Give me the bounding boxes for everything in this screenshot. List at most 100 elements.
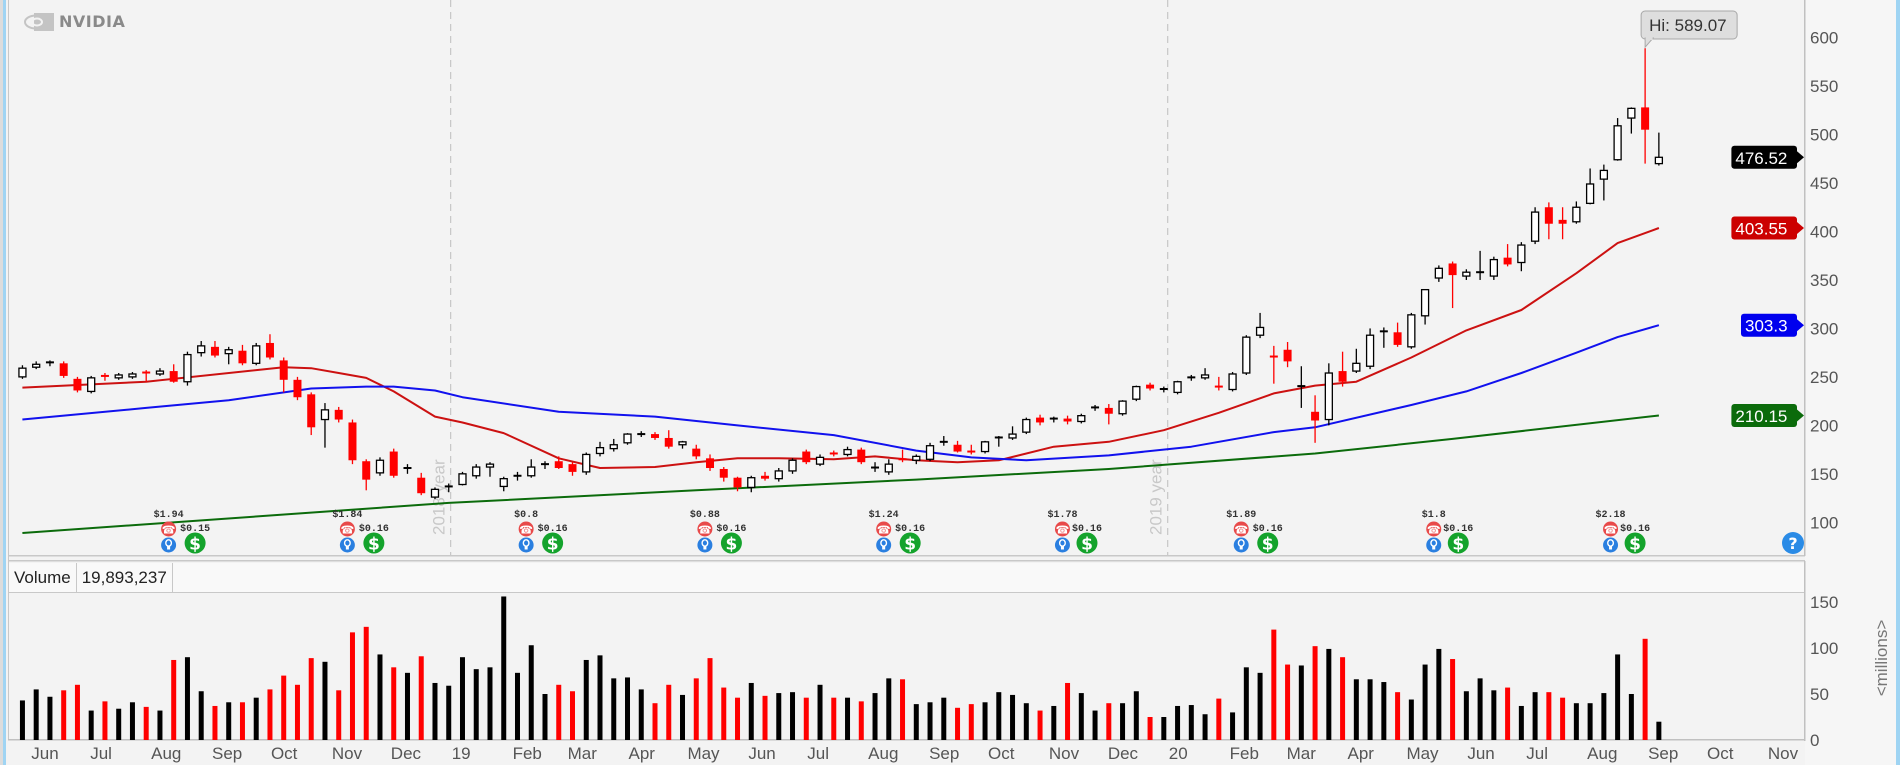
- candle: [980, 440, 990, 454]
- candle: [307, 392, 316, 436]
- candle: [1283, 341, 1292, 368]
- candle-body: [1489, 258, 1498, 277]
- candle: [939, 436, 948, 446]
- volume-bar: [1065, 682, 1071, 740]
- dollar-glyph: $: [1452, 535, 1464, 555]
- earnings-marker[interactable]: $2.18 ☎: [1596, 509, 1626, 553]
- candle-body: [1365, 334, 1375, 367]
- volume-bar: [143, 706, 149, 740]
- dividend-marker[interactable]: $0.16$: [359, 523, 389, 555]
- earnings-marker[interactable]: $0.8 ☎: [514, 509, 538, 553]
- month-label: Sep: [929, 744, 959, 763]
- volume-bar: [721, 687, 727, 740]
- candle-body: [540, 463, 549, 466]
- volume-tick-label: 100: [1810, 639, 1838, 658]
- candle-body: [1269, 355, 1278, 358]
- nvidia-logo: NVIDIA: [24, 12, 125, 31]
- phone-icon: [339, 521, 355, 537]
- candle-body: [1283, 349, 1292, 362]
- month-label: Jun: [1467, 744, 1494, 763]
- candle: [1627, 107, 1636, 134]
- candle-body: [417, 477, 426, 494]
- earnings-label: $1.94: [154, 509, 184, 521]
- candle: [1613, 118, 1622, 161]
- dividend-marker[interactable]: $0.16$: [1072, 523, 1102, 555]
- candle: [582, 452, 591, 475]
- candle-body: [375, 459, 385, 474]
- candle: [375, 457, 385, 476]
- candle-body: [967, 450, 976, 453]
- candle: [912, 454, 921, 465]
- candle: [1036, 414, 1045, 426]
- volume-bar: [33, 689, 39, 740]
- volume-bar: [927, 702, 933, 740]
- candle-body: [802, 451, 811, 463]
- candle-body: [761, 475, 770, 479]
- candle: [1503, 244, 1512, 267]
- dividend-marker[interactable]: $0.16$: [1253, 523, 1283, 555]
- earnings-marker[interactable]: $0.88 ☎: [690, 509, 720, 553]
- dividend-marker[interactable]: $0.16$: [538, 523, 568, 555]
- month-label: Mar: [568, 744, 598, 763]
- earnings-marker[interactable]: $1.84 ☎: [332, 509, 362, 553]
- dividend-marker[interactable]: $0.16$: [1443, 523, 1473, 555]
- earnings-marker[interactable]: $1.8 ☎: [1422, 509, 1446, 553]
- volume-tick-label: 0: [1810, 731, 1819, 750]
- volume-bar: [542, 694, 548, 740]
- volume-tick-label: 50: [1810, 685, 1829, 704]
- candle: [857, 447, 866, 465]
- candle-body: [1654, 156, 1664, 165]
- lightbulb-base: [1609, 546, 1613, 550]
- volume-bar: [363, 626, 369, 740]
- dollar-icon: [542, 532, 564, 554]
- month-label: Nov: [332, 744, 363, 763]
- candle-body: [595, 447, 605, 455]
- candle-body: [1503, 257, 1512, 265]
- lightbulb-base: [167, 546, 171, 550]
- logo-text: NVIDIA: [59, 12, 126, 31]
- volume-bar: [913, 704, 919, 740]
- volume-unit-label: <millions>: [1872, 619, 1891, 697]
- volume-label: Volume: [9, 563, 77, 592]
- volume-bar: [88, 710, 94, 740]
- badge-background: [1731, 145, 1797, 169]
- earnings-marker[interactable]: $1.24 ☎: [869, 509, 899, 553]
- earnings-marker[interactable]: $1.78 ☎: [1047, 509, 1077, 553]
- earnings-marker[interactable]: $1.89 ☎: [1226, 509, 1256, 553]
- earnings-marker[interactable]: $1.94 ☎: [154, 509, 184, 553]
- candle: [1434, 265, 1443, 282]
- volume-bar: [1092, 710, 1098, 740]
- dollar-glyph: $: [1081, 535, 1093, 555]
- volume-bar: [1505, 687, 1511, 740]
- dollar-icon: [1624, 532, 1646, 554]
- phone-glyph: ☎: [1604, 524, 1618, 537]
- dividend-label: $0.16: [538, 523, 568, 535]
- dividend-marker[interactable]: $0.16$: [716, 523, 746, 555]
- price-tick-label: 600: [1810, 29, 1838, 48]
- phone-glyph: ☎: [877, 524, 891, 537]
- lightbulb-glyph: [1607, 539, 1615, 547]
- candle: [210, 341, 219, 358]
- volume-bar: [212, 705, 218, 740]
- dividend-marker[interactable]: $0.16$: [895, 523, 925, 555]
- lightbulb-icon: [1233, 537, 1249, 553]
- dividend-marker[interactable]: $0.15$: [180, 523, 210, 555]
- candle: [898, 449, 907, 463]
- lightbulb-base: [1239, 546, 1243, 550]
- dividend-label: $0.16: [1072, 523, 1102, 535]
- candle-body: [1159, 388, 1168, 391]
- help-button[interactable]: ?: [1782, 532, 1804, 554]
- candle: [1008, 426, 1017, 440]
- candle-body: [925, 445, 935, 460]
- month-label: Jun: [748, 744, 775, 763]
- candle: [293, 376, 302, 401]
- volume-bar: [1161, 717, 1167, 740]
- month-label: Oct: [1707, 744, 1734, 763]
- volume-tick-label: 150: [1810, 593, 1838, 612]
- candle-body: [224, 349, 233, 355]
- dividend-marker[interactable]: $0.16$: [1620, 523, 1650, 555]
- year-label: 2019 year: [1147, 459, 1166, 535]
- volume-bar: [941, 697, 947, 740]
- candle: [430, 487, 440, 500]
